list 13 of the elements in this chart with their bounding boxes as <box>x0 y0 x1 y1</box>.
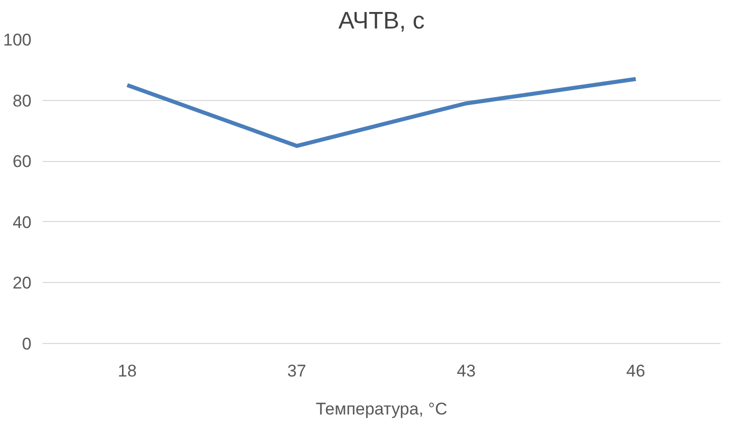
x-tick-label: 43 <box>456 362 476 380</box>
x-tick-label: 37 <box>287 362 306 380</box>
y-tick-label: 0 <box>22 334 32 354</box>
x-axis-title: Температура, °C <box>316 400 448 418</box>
y-tick-label: 40 <box>12 212 32 232</box>
y-tick-label: 100 <box>3 30 32 50</box>
y-tick-label: 60 <box>12 152 32 172</box>
y-tick-label: 20 <box>12 274 32 293</box>
x-tick-label: 46 <box>626 362 646 380</box>
x-tick-label: 18 <box>118 362 137 380</box>
chart-title: АЧТВ, с <box>338 8 425 34</box>
y-tick-label: 80 <box>12 91 32 110</box>
line-series <box>125 77 638 148</box>
